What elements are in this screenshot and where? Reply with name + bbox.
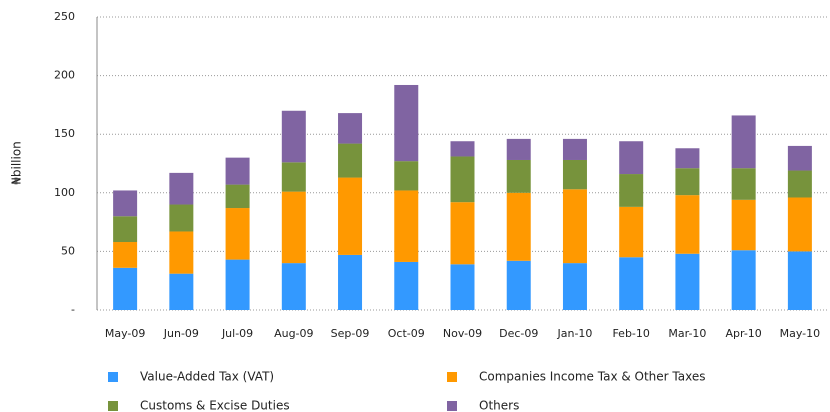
bar-segment (731, 115, 756, 169)
bar-segment (675, 195, 700, 254)
y-tick-label: - (71, 303, 75, 316)
bar-segment (281, 191, 306, 264)
bar-segment (562, 138, 587, 160)
bar-segment (338, 143, 363, 178)
bar-segment (787, 145, 812, 171)
legend-label: Others (479, 399, 519, 412)
x-tick-label: Oct-09 (388, 327, 425, 340)
bar-segment (113, 190, 138, 217)
x-tick-label: Feb-10 (612, 327, 649, 340)
x-tick-label: Nov-09 (443, 327, 482, 340)
bar-segment (506, 260, 531, 310)
legend-marker (108, 372, 118, 382)
bar-segment (169, 231, 194, 274)
bar-segment (506, 159, 531, 193)
bar-segment (113, 267, 138, 310)
bar-segment (506, 138, 531, 160)
legend-label: Customs & Excise Duties (140, 399, 290, 412)
legend-marker (108, 401, 118, 411)
bar-segment (450, 156, 475, 203)
x-tick-label: Jun-09 (163, 327, 199, 340)
bar-segment (225, 184, 250, 209)
bar-segment (562, 263, 587, 310)
bar-segment (619, 174, 644, 207)
bar-segment (169, 273, 194, 310)
bar-segment (394, 261, 419, 310)
bar-segment (113, 216, 138, 243)
bar-segment (338, 113, 363, 144)
y-tick-label: 250 (54, 10, 75, 23)
y-tick-label: 100 (54, 186, 75, 199)
y-axis-label: ₦billion (10, 141, 24, 185)
legend-label: Value-Added Tax (VAT) (140, 370, 274, 384)
x-tick-label: Dec-09 (499, 327, 538, 340)
bar-segment (394, 190, 419, 262)
y-tick-label: 200 (54, 69, 75, 82)
bar-segment (562, 159, 587, 190)
bar-segment (338, 254, 363, 310)
legend-marker (447, 401, 457, 411)
bar-segment (394, 84, 419, 162)
bar-segment (225, 157, 250, 185)
bar-segment (675, 148, 700, 169)
bar-segment (450, 141, 475, 157)
bar-segment (787, 170, 812, 198)
bar-segment (562, 189, 587, 264)
bar-segment (281, 110, 306, 163)
y-tick-label: 50 (61, 244, 75, 257)
x-tick-label: May-09 (105, 327, 146, 340)
bar-segment (675, 253, 700, 310)
x-tick-label: Mar-10 (668, 327, 706, 340)
bar-segment (619, 141, 644, 175)
x-tick-label: Jul-09 (221, 327, 253, 340)
bar-segment (731, 168, 756, 200)
bar-segment (394, 161, 419, 191)
bar-segment (675, 168, 700, 196)
bar-segment (281, 263, 306, 310)
x-tick-label: Aug-09 (274, 327, 313, 340)
bar-segment (787, 197, 812, 252)
bar-segment (731, 199, 756, 251)
legend-label: Companies Income Tax & Other Taxes (479, 370, 705, 384)
bar-segment (787, 251, 812, 310)
legend-marker (447, 372, 457, 382)
bar-segment (169, 204, 194, 232)
bar-segment (281, 162, 306, 192)
x-tick-label: Sep-09 (331, 327, 370, 340)
bar-segment (338, 177, 363, 255)
bar-segment (619, 206, 644, 258)
bar-segment (619, 257, 644, 310)
bar-segment (225, 208, 250, 260)
bar-segment (113, 242, 138, 268)
bar-segment (169, 172, 194, 205)
bar-segment (731, 250, 756, 310)
y-tick-label: 150 (54, 127, 75, 140)
bar-segment (506, 192, 531, 261)
bar-segment (225, 259, 250, 310)
bar-segment (450, 202, 475, 265)
x-tick-label: May-10 (780, 327, 821, 340)
bar-segment (450, 264, 475, 310)
x-tick-label: Apr-10 (726, 327, 762, 340)
x-tick-label: Jan-10 (556, 327, 592, 340)
